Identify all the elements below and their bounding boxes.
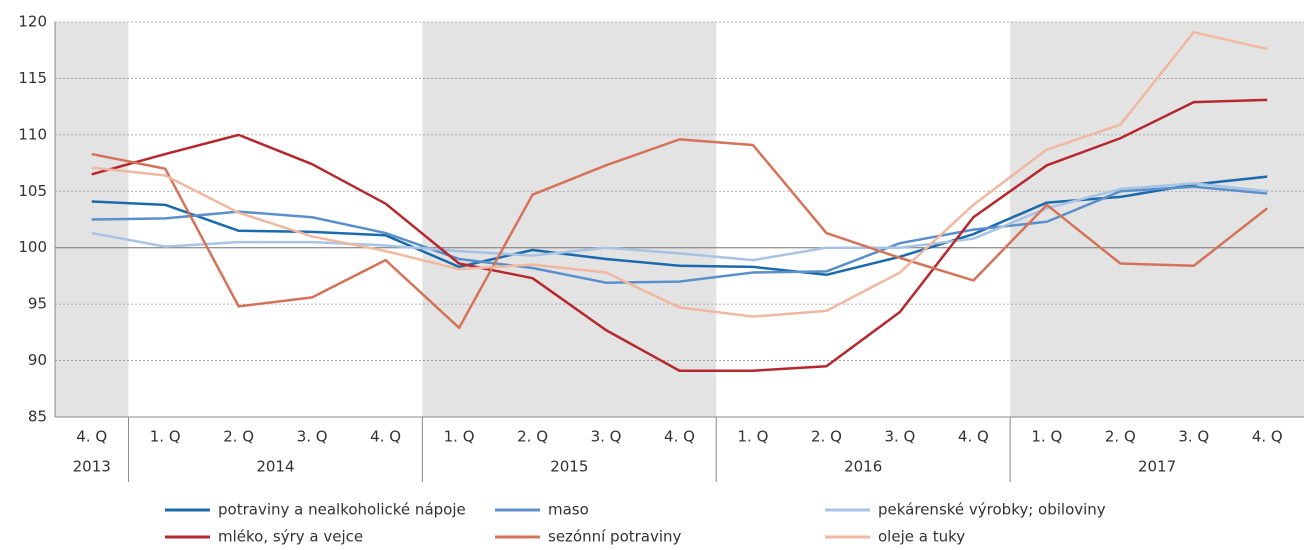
x-tick-label: 1. Q (444, 428, 475, 446)
series-line (91, 98, 1268, 372)
legend-label: maso (548, 501, 589, 519)
x-tick-label: 4. Q (370, 428, 401, 446)
series-line (91, 30, 1268, 318)
series-line (91, 182, 1268, 262)
y-tick-label: 90 (28, 351, 47, 369)
legend-label: sezónní potraviny (548, 528, 682, 546)
x-tick-label: 3. Q (1178, 428, 1209, 446)
x-tick-label: 1. Q (150, 428, 181, 446)
year-label: 2014 (256, 458, 294, 476)
x-tick-label: 2. Q (811, 428, 842, 446)
x-tick-label: 4. Q (958, 428, 989, 446)
x-tick-label: 1. Q (1031, 428, 1062, 446)
x-tick-label: 2. Q (517, 428, 548, 446)
x-tick-label: 2. Q (1105, 428, 1136, 446)
year-label: 2013 (73, 458, 111, 476)
x-tick-label: 4. Q (76, 428, 107, 446)
x-tick-label: 1. Q (738, 428, 769, 446)
y-tick-label: 115 (18, 69, 47, 87)
y-tick-label: 100 (18, 238, 47, 256)
year-label: 2015 (550, 458, 588, 476)
legend-label: oleje a tuky (878, 528, 965, 546)
legend-label: mléko, sýry a vejce (218, 528, 363, 546)
y-tick-label: 110 (18, 125, 47, 143)
series-line (91, 138, 1269, 330)
shade-band (422, 22, 717, 417)
legend-label: pekárenské výrobky; obiloviny (878, 501, 1106, 519)
x-tick-label: 3. Q (884, 428, 915, 446)
y-tick-label: 120 (18, 13, 47, 31)
shade-band (1010, 22, 1304, 417)
y-tick-label: 95 (28, 295, 47, 313)
legend-label: potraviny a nealkoholické nápoje (218, 501, 466, 519)
y-tick-label: 105 (18, 182, 47, 200)
x-tick-label: 4. Q (1252, 428, 1283, 446)
x-tick-label: 3. Q (591, 428, 622, 446)
x-tick-label: 2. Q (223, 428, 254, 446)
x-tick-label: 4. Q (664, 428, 695, 446)
y-tick-label: 85 (28, 408, 47, 426)
x-tick-label: 3. Q (297, 428, 328, 446)
year-label: 2017 (1138, 458, 1176, 476)
series-line (91, 185, 1268, 284)
year-label: 2016 (844, 458, 882, 476)
